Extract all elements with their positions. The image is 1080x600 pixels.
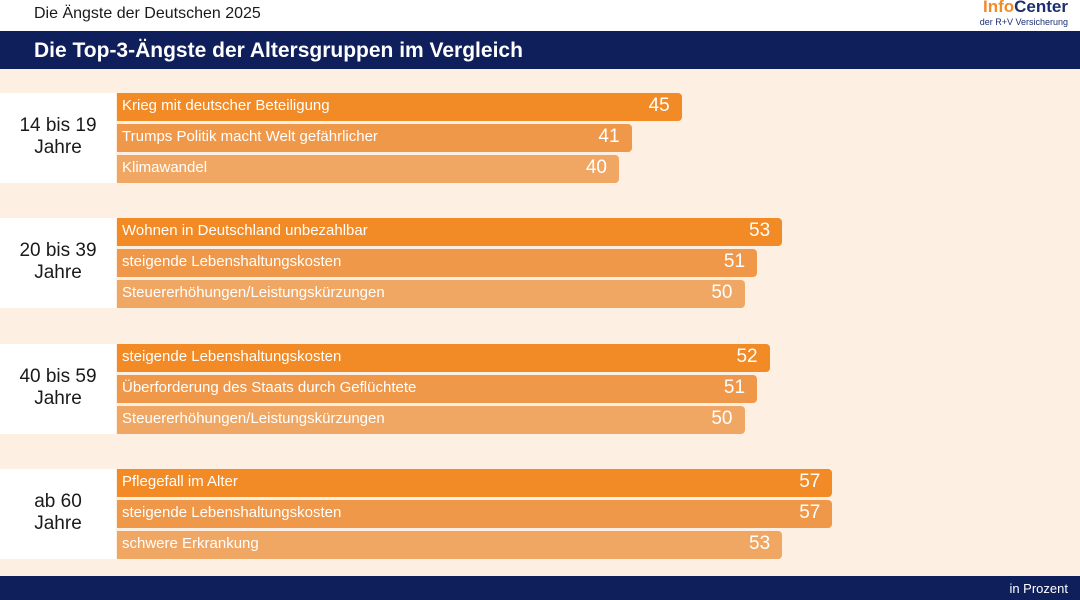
bar: Steuererhöhungen/Leistungskürzungen 50 [117,406,745,434]
bar-label: steigende Lebenshaltungskosten [122,253,342,270]
bar-label: Klimawandel [122,159,208,176]
group-label-line2: Jahre [34,137,82,158]
bar: steigende Lebenshaltungskosten 52 [117,344,770,372]
top-bar: Die Ängste der Deutschen 2025 InfoCenter… [0,0,1080,30]
infocenter-logo: InfoCenter der R+V Versicherung [980,0,1068,27]
bar-label: schwere Erkrankung [122,535,259,552]
bar-value: 40 [585,157,607,178]
group-label-line1: 40 bis 59 [19,366,97,387]
group-label: 14 bis 19 Jahre [0,115,116,159]
bar-value: 53 [749,533,771,554]
bottom-bar: in Prozent [0,576,1080,600]
group-label-line1: 20 bis 39 [19,240,97,261]
bar-label: Überforderung des Staats durch Geflüchte… [122,379,417,396]
bar-value: 41 [598,126,620,147]
group-label-line2: Jahre [34,262,82,283]
bar-value: 52 [736,346,758,367]
bar-value: 57 [799,502,821,523]
logo-subtext: der R+V Versicherung [979,17,1068,27]
group-label: ab 60 Jahre [0,491,116,535]
group-box [0,344,116,434]
group-label-line1: 14 bis 19 [19,115,97,136]
bar-value: 50 [711,282,733,303]
bar: schwere Erkrankung 53 [117,531,783,559]
bar-value: 57 [799,471,821,492]
bar-label: Wohnen in Deutschland unbezahlbar [122,222,368,239]
bar: steigende Lebenshaltungskosten 57 [117,500,833,528]
bar: Trumps Politik macht Welt gefährlicher 41 [117,124,632,152]
bar: Überforderung des Staats durch Geflüchte… [117,375,758,403]
bar-value: 50 [711,408,733,429]
group-label: 40 bis 59 Jahre [0,366,116,410]
bar: Krieg mit deutscher Beteiligung 45 [117,93,682,121]
logo-info-text: Info [982,0,1015,16]
group-label-line2: Jahre [34,513,82,534]
group-label-line2: Jahre [34,388,82,409]
bar-label: Krieg mit deutscher Beteiligung [122,97,330,114]
bar-value: 51 [723,251,746,272]
group-label-line1: ab 60 [34,491,82,512]
unit-label: in Prozent [1009,581,1068,596]
group-box [0,93,116,183]
bar: steigende Lebenshaltungskosten 51 [117,249,758,277]
logo-wordmark: InfoCenter [980,0,1068,16]
chart-title: Die Top-3-Ängste der Altersgruppen im Ve… [34,39,523,62]
bar-value: 51 [723,377,746,398]
group-label: 20 bis 39 Jahre [0,240,116,284]
group-box [0,218,116,308]
group-box [0,469,116,559]
bar: Pflegefall im Alter 57 [117,469,833,497]
bar: Steuererhöhungen/Leistungskürzungen 50 [117,280,745,308]
bar-label: steigende Lebenshaltungskosten [122,348,342,365]
bar: Klimawandel 40 [117,155,619,183]
bar: Wohnen in Deutschland unbezahlbar 53 [117,218,783,246]
report-subtitle: Die Ängste der Deutschen 2025 [34,5,261,22]
chart-plot-area: 14 bis 19 Jahre Krieg mit deutscher Beteil… [0,69,1080,576]
bar-label: steigende Lebenshaltungskosten [122,504,342,521]
title-bar: Die Top-3-Ängste der Altersgruppen im Ve… [0,31,1080,69]
bar-label: Pflegefall im Alter [122,473,238,490]
bar-value: 53 [749,220,771,241]
logo-center-text: Center [1014,0,1068,16]
bar-label: Trumps Politik macht Welt gefährlicher [122,128,378,145]
bar-label: Steuererhöhungen/Leistungskürzungen [122,284,385,301]
bar-value: 45 [648,95,670,116]
bar-label: Steuererhöhungen/Leistungskürzungen [122,410,385,427]
